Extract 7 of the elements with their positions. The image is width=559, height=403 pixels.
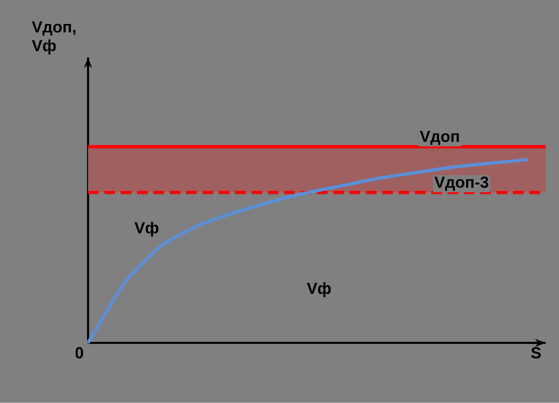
annotation: Vф	[306, 282, 331, 298]
ref-line-label: Vдоп	[420, 130, 459, 146]
text: 0	[76, 347, 84, 359]
text: S	[531, 347, 541, 359]
text: Vдоп, Vф	[32, 21, 76, 54]
series-label: Vф	[134, 222, 158, 237]
ref-line-label: Vдоп-3	[434, 176, 488, 191]
